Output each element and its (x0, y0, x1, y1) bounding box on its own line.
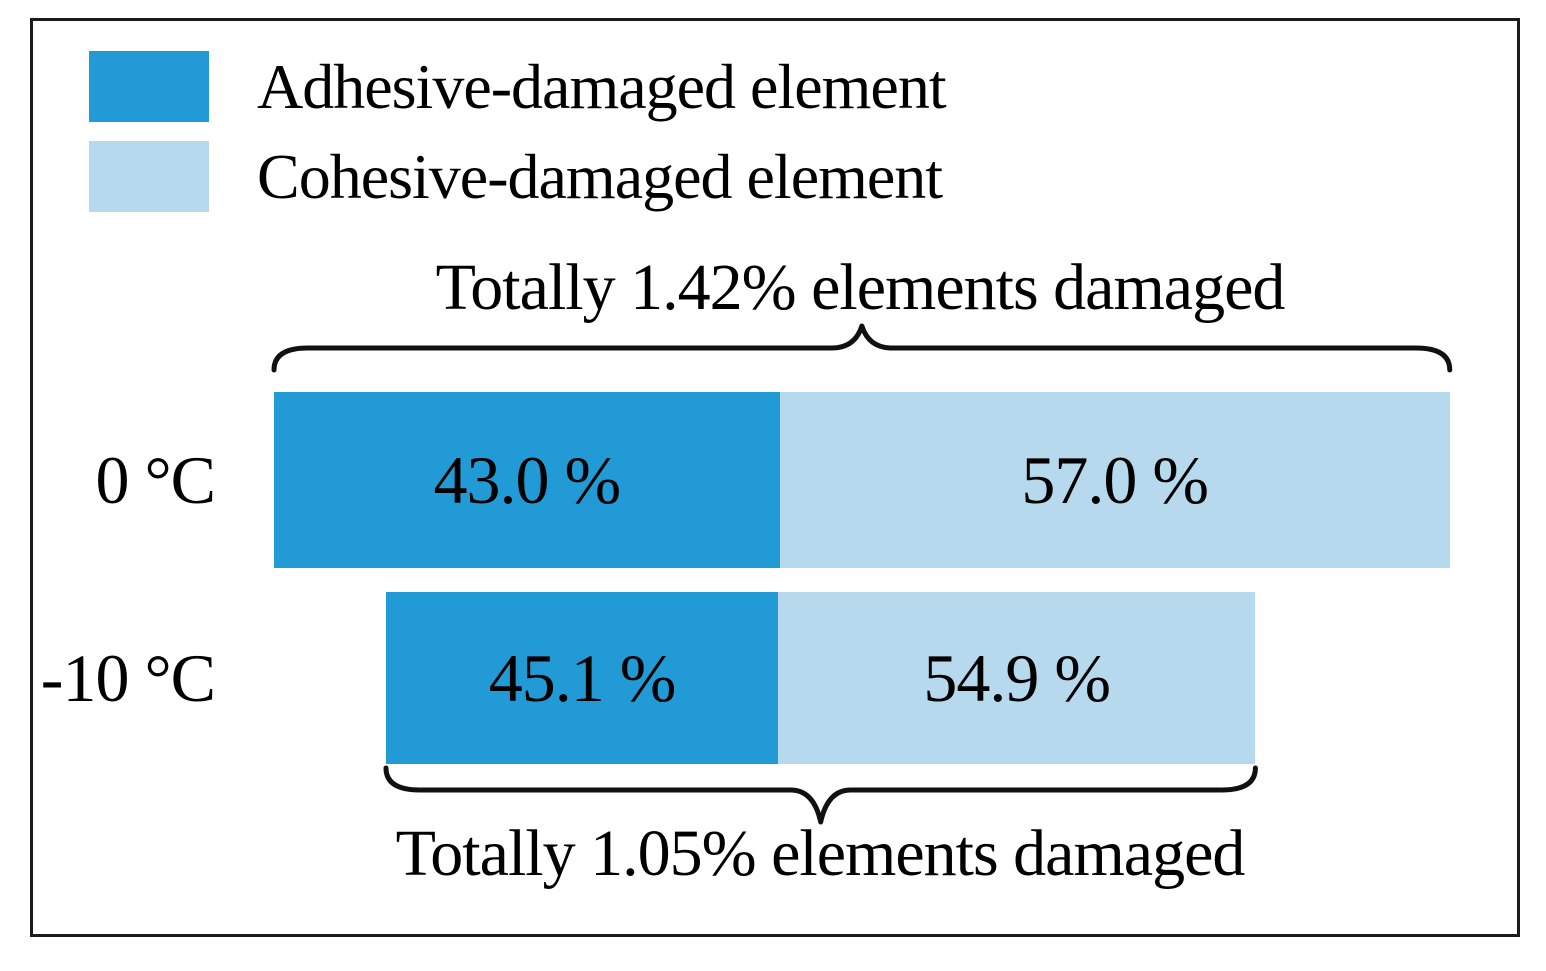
bar-0c-cohesive-value: 57.0 % (1021, 441, 1209, 518)
bar-0c-cohesive-segment: 57.0 % (779, 392, 1450, 568)
category-label-minus10c: -10 °C (40, 639, 216, 716)
bar-minus10c-cohesive-segment: 54.9 % (778, 592, 1256, 764)
bar-0c-adhesive-value: 43.0 % (433, 441, 621, 518)
legend-item-cohesive: Cohesive-damaged element (89, 141, 946, 212)
bar-0c: 43.0 % 57.0 % (274, 392, 1450, 568)
bar-0c-adhesive-segment: 43.0 % (274, 392, 780, 568)
bar-minus10c-adhesive-segment: 45.1 % (386, 592, 779, 764)
bar-minus10c-adhesive-value: 45.1 % (488, 639, 677, 716)
category-label-0c: 0 °C (95, 441, 216, 518)
legend-swatch-cohesive-icon (89, 141, 209, 212)
annotation-total-top: Totally 1.42% elements damaged (435, 251, 1286, 324)
figure-border (30, 18, 1520, 937)
legend: Adhesive-damaged element Cohesive-damage… (89, 50, 947, 231)
bar-minus10c-cohesive-value: 54.9 % (923, 639, 1111, 716)
annotation-total-bottom: Totally 1.05% elements damaged (395, 817, 1246, 890)
bar-minus10c: 45.1 % 54.9 % (386, 592, 1256, 764)
legend-label-cohesive: Cohesive-damaged element (257, 140, 943, 212)
legend-label-adhesive: Adhesive-damaged element (257, 50, 947, 122)
legend-swatch-adhesive-icon (89, 51, 209, 122)
legend-item-adhesive: Adhesive-damaged element (89, 50, 947, 122)
